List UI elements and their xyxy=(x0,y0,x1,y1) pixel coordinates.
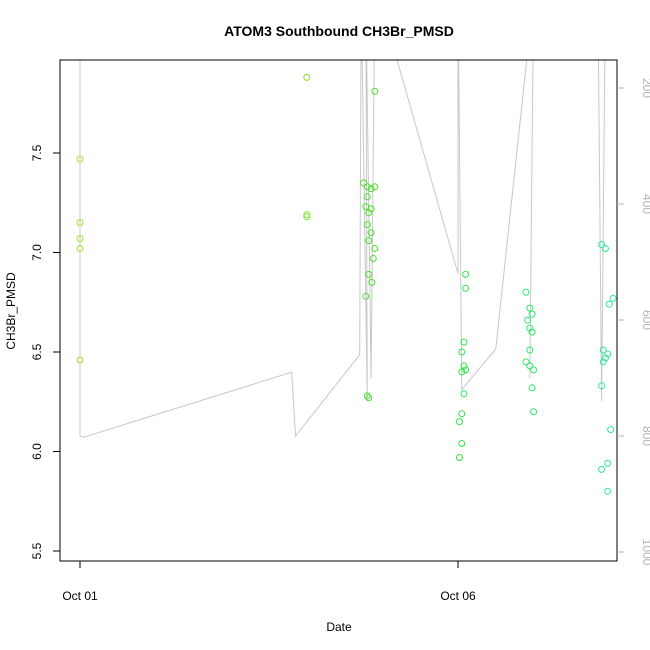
altitude-line xyxy=(79,60,606,438)
data-point xyxy=(362,292,370,300)
data-point xyxy=(462,284,470,292)
data-point xyxy=(365,237,373,245)
data-point xyxy=(363,392,371,400)
data-point xyxy=(598,465,606,473)
data-point xyxy=(369,255,377,262)
data-point xyxy=(599,358,607,366)
data-point xyxy=(460,338,468,346)
data-point xyxy=(363,193,371,201)
data-point xyxy=(458,440,466,447)
x-axis-label: Date xyxy=(326,620,352,634)
data-point xyxy=(456,454,463,461)
data-point xyxy=(458,348,466,356)
data-point xyxy=(528,310,536,318)
data-point xyxy=(458,410,466,418)
data-point xyxy=(460,390,468,398)
data-point xyxy=(460,362,468,370)
data-point xyxy=(598,241,606,248)
data-point xyxy=(367,185,375,193)
data-point xyxy=(371,87,379,95)
y-tick-label: 6.0 xyxy=(30,443,44,460)
data-point xyxy=(598,382,606,390)
data-point xyxy=(530,366,538,374)
data-point xyxy=(371,183,379,191)
data-point xyxy=(360,179,367,187)
y2-tick-label: 600 xyxy=(640,310,650,330)
y2-tick-label: 200 xyxy=(640,78,650,98)
data-point xyxy=(528,328,536,336)
data-point xyxy=(607,426,615,434)
data-point xyxy=(522,288,530,296)
data-point xyxy=(605,300,613,308)
data-point xyxy=(599,346,607,354)
data-point xyxy=(76,155,84,163)
data-point xyxy=(76,245,84,252)
data-point xyxy=(462,366,470,374)
data-point xyxy=(601,245,609,252)
data-point xyxy=(76,235,84,243)
altitude-series-line xyxy=(79,60,606,438)
data-point xyxy=(462,270,470,278)
data-point xyxy=(303,73,311,81)
data-point xyxy=(528,384,536,392)
y-axis: 5.5 6.0 6.5 7.0 7.5 xyxy=(30,144,60,559)
data-point xyxy=(365,394,373,402)
data-point xyxy=(367,229,375,237)
data-point xyxy=(303,211,311,219)
y-tick-label: 7.5 xyxy=(30,144,44,161)
data-point xyxy=(367,205,375,213)
plot-frame xyxy=(59,59,618,562)
x-tick-label: Oct 01 xyxy=(62,589,98,603)
data-point xyxy=(526,324,534,332)
data-point xyxy=(363,183,371,191)
x-tick-label: Oct 06 xyxy=(440,589,476,603)
scatter-points xyxy=(76,73,617,495)
data-point xyxy=(604,459,612,467)
data-point xyxy=(604,350,612,358)
y-tick-label: 6.5 xyxy=(30,343,44,360)
data-point xyxy=(363,221,371,229)
data-point xyxy=(371,245,379,252)
data-point xyxy=(522,358,530,366)
data-point xyxy=(365,270,373,278)
data-point xyxy=(458,368,466,376)
y2-axis: 200 400 600 800 1000 xyxy=(617,78,650,566)
chart-title: ATOM3 Southbound CH3Br_PMSD xyxy=(224,23,454,39)
y2-tick-label: 400 xyxy=(640,194,650,214)
y-tick-label: 7.0 xyxy=(30,244,44,261)
data-point xyxy=(368,278,376,286)
data-point xyxy=(303,213,311,221)
data-point xyxy=(601,354,609,362)
data-point xyxy=(76,356,84,364)
y-axis-label: CH3Br_PMSD xyxy=(4,272,18,350)
data-point xyxy=(456,418,463,426)
data-point xyxy=(526,346,534,354)
data-point xyxy=(526,304,534,312)
data-point xyxy=(524,316,532,324)
y2-tick-label: 800 xyxy=(640,426,650,446)
data-point xyxy=(609,294,617,302)
data-point xyxy=(526,362,534,370)
data-point xyxy=(365,209,373,217)
y2-tick-label: 1000 xyxy=(640,539,650,566)
data-point xyxy=(76,219,84,227)
data-point xyxy=(604,487,612,495)
data-point xyxy=(530,408,538,416)
y-tick-label: 5.5 xyxy=(30,542,44,559)
